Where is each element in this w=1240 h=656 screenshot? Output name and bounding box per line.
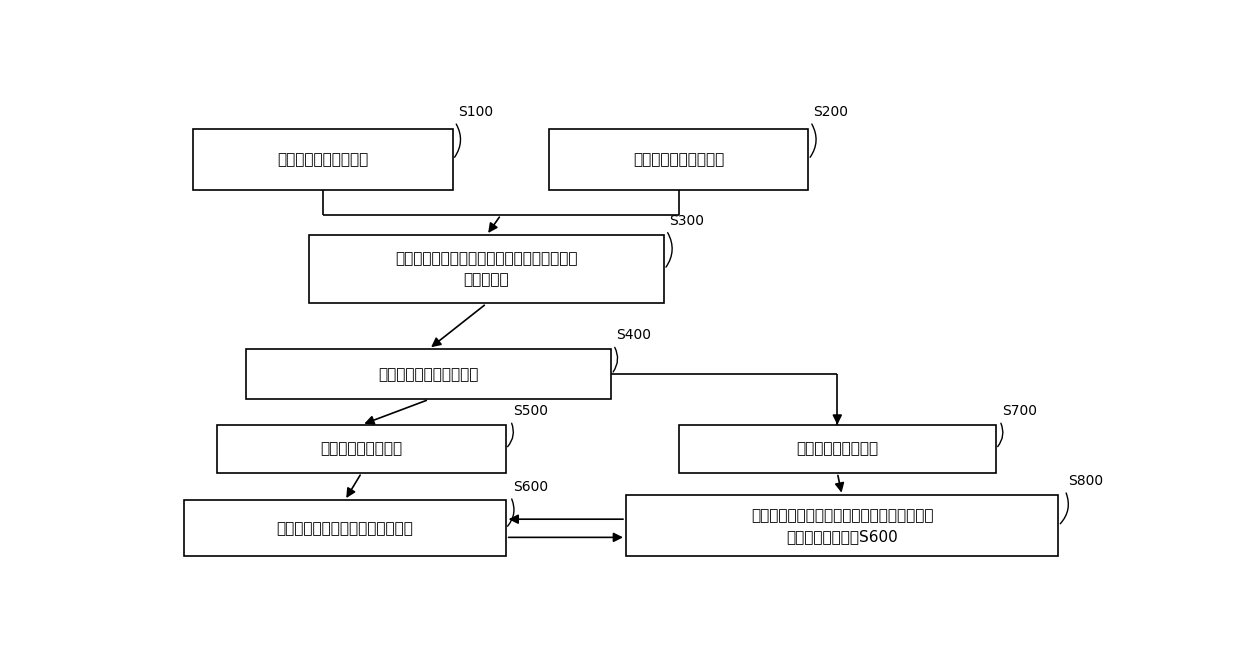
FancyBboxPatch shape: [549, 129, 808, 190]
FancyBboxPatch shape: [626, 495, 1058, 556]
FancyBboxPatch shape: [193, 129, 453, 190]
Text: S300: S300: [670, 214, 704, 228]
Text: 将沼气进行净化处理: 将沼气进行净化处理: [321, 441, 403, 456]
Text: 将混合浆料进行厌氧消化: 将混合浆料进行厌氧消化: [378, 367, 479, 382]
FancyBboxPatch shape: [678, 424, 996, 473]
Text: 将餐余垃圾进行预处理: 将餐余垃圾进行预处理: [634, 152, 724, 167]
Text: 将餐厨垃圾进行预处理: 将餐厨垃圾进行预处理: [278, 152, 368, 167]
Text: 将沼渣进行脱水处理: 将沼渣进行脱水处理: [796, 441, 878, 456]
FancyBboxPatch shape: [217, 424, 506, 473]
FancyBboxPatch shape: [309, 236, 665, 304]
Text: 将净化沼气燃烧与冷凝水进行换热: 将净化沼气燃烧与冷凝水进行换热: [277, 521, 413, 536]
Text: 将餐厨垃圾浆料、餐余垃圾浆料和污泥混合进
行均质调配: 将餐厨垃圾浆料、餐余垃圾浆料和污泥混合进 行均质调配: [396, 251, 578, 287]
Text: S400: S400: [616, 329, 651, 342]
FancyBboxPatch shape: [184, 501, 506, 556]
Text: S600: S600: [513, 480, 548, 494]
Text: S700: S700: [1003, 404, 1038, 418]
Text: S800: S800: [1068, 474, 1104, 488]
FancyBboxPatch shape: [247, 349, 611, 400]
Text: S200: S200: [813, 105, 848, 119]
Text: S100: S100: [458, 105, 492, 119]
Text: S500: S500: [513, 404, 548, 418]
Text: 利用过热蒸汽对脱水后渣进行干化处理，并将
冷凝水供给至步骤S600: 利用过热蒸汽对脱水后渣进行干化处理，并将 冷凝水供给至步骤S600: [751, 508, 934, 544]
